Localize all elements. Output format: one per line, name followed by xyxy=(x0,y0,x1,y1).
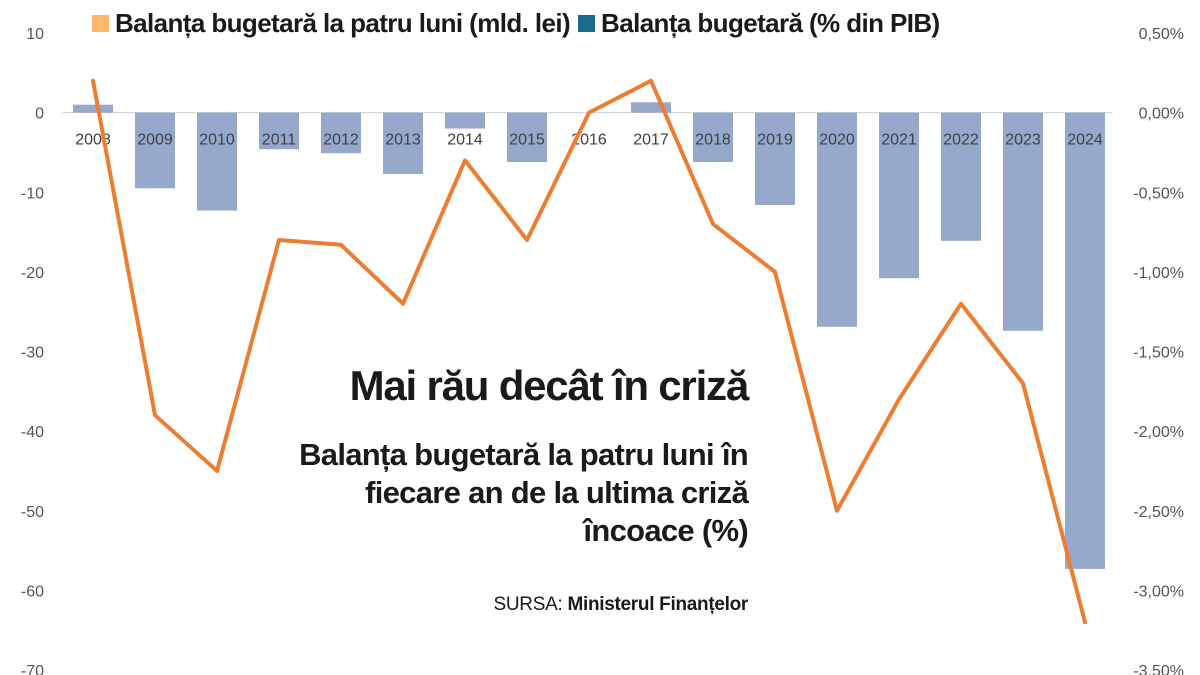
right-axis-tick-label: -0,50% xyxy=(1133,185,1184,202)
year-label: 2013 xyxy=(385,132,421,149)
bar-2019 xyxy=(755,112,795,205)
year-label: 2018 xyxy=(695,132,731,149)
bar-2015 xyxy=(507,112,547,162)
gdp-percent-line xyxy=(91,78,1087,625)
left-axis-tick-label: -70 xyxy=(21,663,44,675)
bar-2014 xyxy=(445,112,485,129)
bar-2008 xyxy=(73,104,113,113)
left-axis-tick-label: -40 xyxy=(21,424,44,441)
year-label: 2023 xyxy=(1005,132,1041,149)
year-labels: 2008 2009 2010 2011 2012 2013 2014 2015 2016 2017… xyxy=(75,132,1103,149)
year-label: 2014 xyxy=(447,132,483,149)
legend: Balanța bugetară la patru luni (mld. lei… xyxy=(92,8,948,39)
right-axis-tick-label: 0,00% xyxy=(1139,106,1184,123)
chart-subtitle: Balanța bugetară la patru luni în fiecar… xyxy=(299,437,749,548)
bar-2022 xyxy=(941,112,981,241)
year-label: 2021 xyxy=(881,132,917,149)
left-axis: 10 0 -10 -20 -30 -40 -50 -60 -70 xyxy=(21,26,44,675)
year-label: 2022 xyxy=(943,132,979,149)
right-axis: 0,50% 0,00% -0,50% -1,00% -1,50% -2,00% -2,50%… xyxy=(1133,26,1184,675)
year-label: 2024 xyxy=(1067,132,1103,149)
left-axis-tick-label: -50 xyxy=(21,504,44,521)
year-label: 2017 xyxy=(633,132,669,149)
right-axis-tick-label: -1,50% xyxy=(1133,345,1184,362)
legend-item-line: Balanța bugetară (% din PIB) xyxy=(578,8,940,39)
right-axis-tick-label: -1,00% xyxy=(1133,265,1184,282)
legend-label-line: Balanța bugetară (% din PIB) xyxy=(601,8,940,38)
bar-2011 xyxy=(259,112,299,150)
bar-2024 xyxy=(1065,112,1105,569)
legend-swatch-bars xyxy=(92,15,109,32)
bar-2012 xyxy=(321,112,361,154)
left-axis-tick-label: -60 xyxy=(21,583,44,600)
right-axis-tick-label: -3,50% xyxy=(1133,663,1184,675)
chart-title: Mai rău decât în criză xyxy=(349,362,750,409)
source-name: Ministerul Finanțelor xyxy=(567,594,748,615)
bar-2018 xyxy=(693,112,733,162)
right-axis-tick-label: 0,50% xyxy=(1139,26,1184,43)
bar-series xyxy=(73,102,1105,569)
year-label: 2009 xyxy=(137,132,173,149)
year-label: 2012 xyxy=(323,132,359,149)
bar-2013 xyxy=(383,112,423,174)
source-note: SURSA: Ministerul Finanțelor xyxy=(493,594,749,616)
year-label: 2010 xyxy=(199,132,235,149)
right-axis-tick-label: -2,00% xyxy=(1133,424,1184,441)
left-axis-tick-label: -10 xyxy=(21,185,44,202)
left-axis-tick-label: 10 xyxy=(26,26,44,43)
legend-label-bars: Balanța bugetară la patru luni (mld. lei… xyxy=(115,8,571,38)
left-axis-tick-label: 0 xyxy=(35,106,44,123)
legend-swatch-line xyxy=(578,15,596,32)
left-axis-tick-label: -20 xyxy=(21,265,44,282)
bar-2009 xyxy=(135,112,175,189)
year-label: 2011 xyxy=(262,132,297,149)
bar-2023 xyxy=(1003,112,1043,331)
right-axis-tick-label: -2,50% xyxy=(1133,504,1184,521)
year-label: 2016 xyxy=(571,132,607,149)
bar-2017 xyxy=(631,102,671,113)
year-label: 2019 xyxy=(757,132,793,149)
year-label: 2020 xyxy=(819,132,855,149)
legend-item-bars: Balanța bugetară la patru luni (mld. lei… xyxy=(92,8,571,39)
left-axis-tick-label: -30 xyxy=(21,345,44,362)
right-axis-tick-label: -3,00% xyxy=(1133,583,1184,600)
bar-2021 xyxy=(879,112,919,279)
bar-2020 xyxy=(817,112,857,327)
source-prefix: SURSA: xyxy=(493,594,563,615)
bar-2010 xyxy=(197,112,237,211)
year-label: 2015 xyxy=(509,132,545,149)
